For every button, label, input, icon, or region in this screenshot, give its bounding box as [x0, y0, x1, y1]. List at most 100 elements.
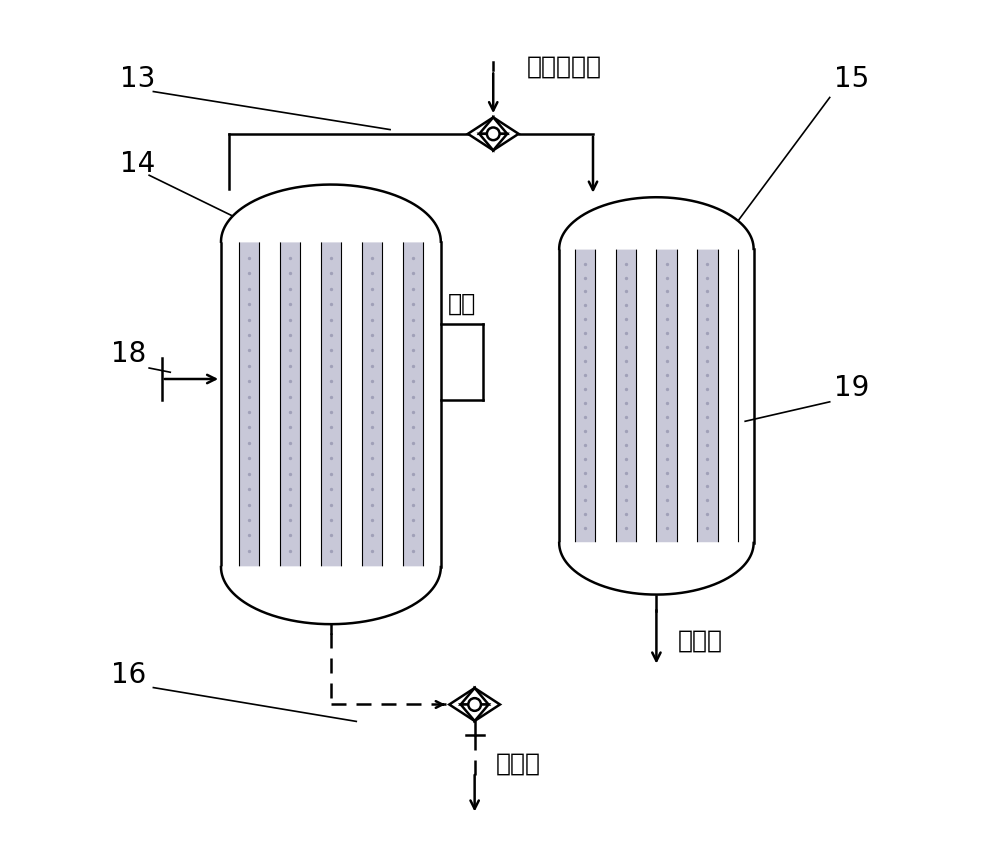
- Point: [699, 480, 715, 494]
- Polygon shape: [475, 688, 500, 721]
- Point: [618, 438, 634, 452]
- Point: [405, 266, 421, 280]
- Point: [659, 452, 675, 465]
- Point: [699, 410, 715, 424]
- Point: [659, 410, 675, 424]
- Circle shape: [468, 698, 481, 711]
- Point: [323, 297, 339, 311]
- Point: [323, 420, 339, 434]
- Point: [577, 382, 593, 396]
- Point: [282, 328, 298, 342]
- Point: [659, 480, 675, 494]
- Point: [282, 483, 298, 496]
- Point: [699, 438, 715, 452]
- Point: [659, 299, 675, 312]
- Point: [364, 528, 380, 542]
- Point: [659, 396, 675, 409]
- Point: [323, 498, 339, 511]
- Point: [282, 251, 298, 265]
- Point: [282, 544, 298, 557]
- Text: 14: 14: [120, 150, 155, 178]
- Text: 高温湿尾气: 高温湿尾气: [527, 54, 602, 78]
- Point: [659, 312, 675, 326]
- Point: [241, 297, 257, 311]
- Point: [699, 494, 715, 507]
- Point: [323, 266, 339, 280]
- Point: [323, 467, 339, 481]
- Point: [323, 436, 339, 449]
- Point: [282, 344, 298, 357]
- Point: [618, 522, 634, 535]
- Point: [323, 544, 339, 557]
- Point: [323, 405, 339, 419]
- Point: [364, 282, 380, 295]
- Point: [577, 299, 593, 312]
- Polygon shape: [449, 688, 475, 721]
- Point: [577, 327, 593, 340]
- Point: [699, 452, 715, 465]
- Point: [282, 513, 298, 527]
- Point: [241, 313, 257, 327]
- Point: [577, 340, 593, 354]
- Point: [364, 251, 380, 265]
- Point: [405, 344, 421, 357]
- Point: [577, 507, 593, 521]
- Point: [699, 507, 715, 521]
- Point: [659, 340, 675, 354]
- Point: [241, 405, 257, 419]
- Point: [241, 251, 257, 265]
- Polygon shape: [461, 688, 489, 705]
- Point: [577, 410, 593, 424]
- Point: [699, 424, 715, 437]
- Point: [282, 266, 298, 280]
- Text: 19: 19: [834, 374, 869, 402]
- Point: [323, 513, 339, 527]
- Point: [659, 257, 675, 271]
- Point: [241, 436, 257, 449]
- Point: [699, 312, 715, 326]
- Point: [364, 328, 380, 342]
- Text: 18: 18: [111, 340, 146, 368]
- Polygon shape: [461, 705, 489, 721]
- Point: [699, 522, 715, 535]
- Point: [282, 313, 298, 327]
- Point: [659, 522, 675, 535]
- Point: [282, 359, 298, 373]
- Point: [577, 480, 593, 494]
- Point: [618, 312, 634, 326]
- Point: [618, 271, 634, 284]
- Point: [364, 483, 380, 496]
- Point: [405, 313, 421, 327]
- Point: [699, 284, 715, 298]
- Bar: [221, 242, 441, 567]
- Point: [405, 328, 421, 342]
- Point: [577, 452, 593, 465]
- Point: [323, 282, 339, 295]
- Point: [241, 528, 257, 542]
- Bar: [616, 248, 636, 543]
- Point: [577, 494, 593, 507]
- Bar: [403, 242, 423, 567]
- Point: [577, 284, 593, 298]
- Point: [364, 452, 380, 465]
- Point: [241, 374, 257, 388]
- Point: [364, 390, 380, 403]
- Point: [699, 396, 715, 409]
- Point: [659, 494, 675, 507]
- Point: [241, 344, 257, 357]
- Point: [405, 405, 421, 419]
- Point: [618, 340, 634, 354]
- Point: [241, 544, 257, 557]
- Point: [323, 390, 339, 403]
- Point: [323, 251, 339, 265]
- Point: [577, 424, 593, 437]
- Point: [241, 498, 257, 511]
- Point: [323, 374, 339, 388]
- Point: [323, 344, 339, 357]
- Point: [323, 452, 339, 465]
- Point: [241, 282, 257, 295]
- Point: [405, 390, 421, 403]
- Point: [618, 354, 634, 368]
- Point: [699, 271, 715, 284]
- Point: [323, 328, 339, 342]
